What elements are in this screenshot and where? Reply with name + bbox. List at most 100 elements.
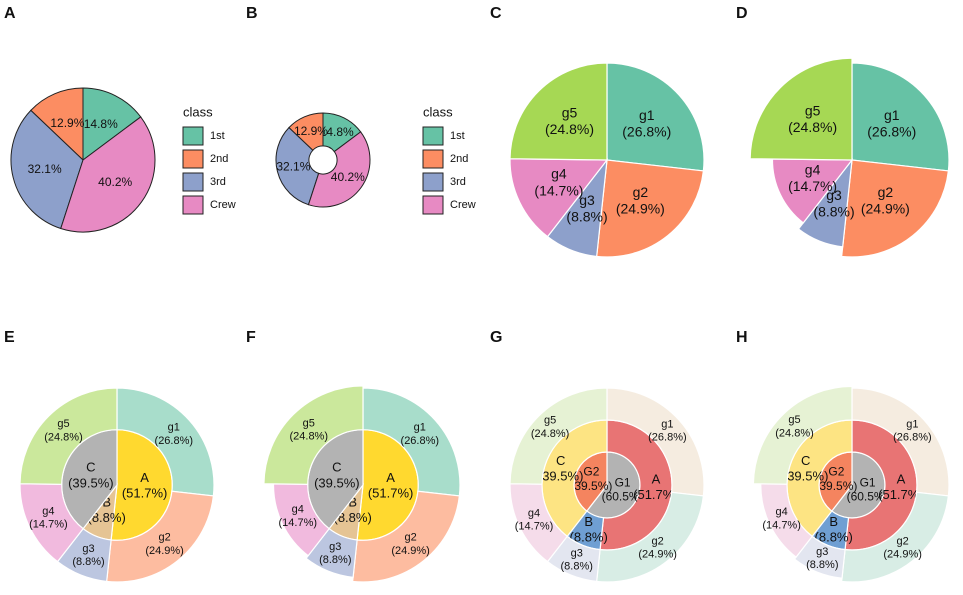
slice-label: 32.1% (28, 162, 62, 176)
slice-value-label: (14.7%) (515, 521, 554, 533)
legend-key (422, 195, 444, 215)
slice-label: g2 (897, 536, 909, 548)
slice-label: g3 (329, 541, 341, 553)
panel-tag: G (490, 329, 502, 346)
slice-value-label: (26.8%) (401, 435, 440, 447)
legend-label: 2nd (210, 153, 228, 165)
legend-key (182, 149, 204, 169)
slice-label: g3 (579, 192, 595, 208)
slice-value-label: (24.8%) (531, 428, 570, 440)
slice-value-label: (24.8%) (775, 427, 814, 439)
slice (105, 490, 215, 583)
slice-value-label: (60.5%) (602, 490, 644, 504)
slice-value-label: (51.7%) (878, 487, 924, 502)
slice-value-label: (24.9%) (861, 201, 910, 217)
slice (288, 112, 324, 151)
slice (19, 387, 118, 485)
slice-label: G2 (828, 465, 844, 479)
slice-label: g2 (158, 532, 170, 544)
slice-label: g1 (414, 422, 426, 434)
slice-value-label: (39.5%) (538, 468, 584, 483)
slice-label: g4 (42, 505, 54, 517)
slice-value-label: (8.8%) (72, 556, 104, 568)
slice-value-label: (8.8%) (806, 559, 838, 571)
slice (307, 131, 371, 208)
slice-label: g4 (776, 506, 788, 518)
slice-value-label: (8.8%) (561, 561, 593, 573)
legend-label: 3rd (210, 176, 226, 188)
slice-value-label: (24.8%) (289, 431, 328, 443)
slice-label: 14.8% (84, 117, 118, 131)
slice-value-label: (24.9%) (145, 545, 184, 557)
slice-value-label: (8.8%) (334, 510, 372, 525)
panel-tag: E (4, 329, 15, 346)
slice-label: g4 (528, 507, 540, 519)
slice-label: g2 (633, 184, 649, 200)
slice-value-label: (24.8%) (44, 431, 83, 443)
slice (10, 109, 84, 230)
slice-label: g2 (652, 536, 664, 548)
slice-value-label: (24.9%) (638, 549, 677, 561)
slice-value-label: (51.7%) (633, 487, 679, 502)
slice-label: A (140, 470, 149, 485)
slice-value-label: (14.7%) (762, 519, 801, 531)
slice-label: 12.9% (294, 124, 328, 138)
slice-label: 32.1% (276, 160, 310, 174)
legend-label: Crew (450, 199, 476, 211)
slice-value-label: (24.8%) (788, 119, 837, 135)
slice-label: B (348, 494, 357, 509)
slice-value-label: (14.7%) (279, 517, 318, 529)
slice-label: G2 (583, 465, 599, 479)
panel-tag: C (490, 5, 502, 22)
legend-label: 1st (450, 130, 465, 142)
slice-value-label: (14.7%) (29, 519, 68, 531)
slice-label: g2 (878, 184, 894, 200)
panel-tag: D (736, 5, 748, 22)
slice-value-label: (8.8%) (815, 530, 853, 545)
slice-label: g3 (816, 546, 828, 558)
slice (749, 57, 853, 161)
slice (752, 385, 853, 485)
slice-label: g3 (571, 547, 583, 559)
slice (263, 385, 364, 485)
slice-label: A (652, 471, 661, 486)
slice-label: 14.8% (320, 125, 354, 139)
legend-label: 1st (210, 130, 225, 142)
slice-value-label: (8.8%) (566, 209, 607, 225)
slice-label: g1 (884, 107, 900, 123)
slice-value-label: (39.5%) (783, 468, 829, 483)
slice-label: g4 (805, 161, 821, 177)
legend-key (422, 149, 444, 169)
legend-key (422, 172, 444, 192)
slice-value-label: (39.5%) (815, 479, 857, 493)
slice-label: g1 (168, 422, 180, 434)
panel-tag: H (736, 329, 748, 346)
slice-value-label: (24.9%) (391, 545, 430, 557)
legend-key (422, 126, 444, 146)
slice-label: 40.2% (331, 170, 365, 184)
slice (351, 490, 461, 583)
slice-value-label: (60.5%) (847, 490, 889, 504)
panel-tag: F (246, 329, 256, 346)
slice-label: g1 (906, 418, 918, 430)
slice-value-label: (26.8%) (622, 124, 671, 140)
slice (60, 116, 156, 233)
legend-label: 2nd (450, 153, 468, 165)
slice-value-label: (26.8%) (867, 124, 916, 140)
slice (509, 387, 608, 485)
slice-value-label: (8.8%) (570, 530, 608, 545)
panel-tag: B (246, 5, 258, 22)
legend-key (182, 195, 204, 215)
slice-value-label: (39.5%) (68, 475, 114, 490)
slice (509, 62, 608, 161)
slice (275, 126, 320, 206)
slice-label: C (556, 453, 565, 468)
slice-label: g4 (551, 165, 567, 181)
slice (305, 527, 358, 578)
slice-value-label: (8.8%) (813, 204, 854, 220)
slice-label: B (829, 514, 838, 529)
slice-value-label: (51.7%) (368, 486, 414, 501)
slice-label: C (801, 453, 810, 468)
slice-value-label: (26.8%) (893, 432, 932, 444)
